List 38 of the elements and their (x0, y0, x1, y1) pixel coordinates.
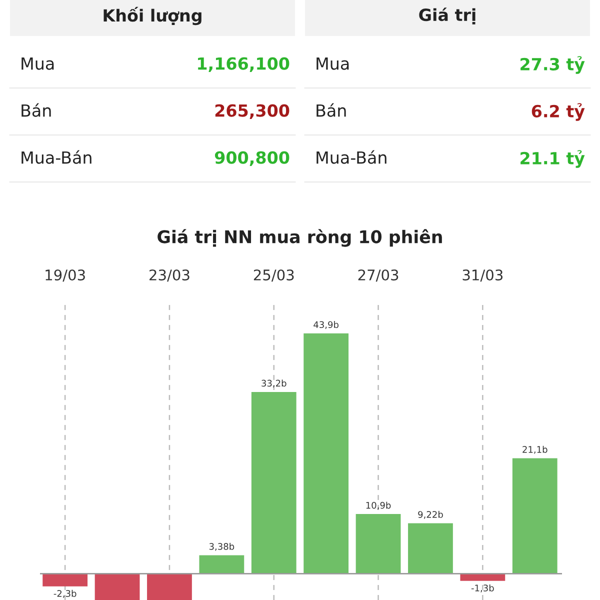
chart-title: Giá trị NN mua ròng 10 phiên (158, 229, 442, 247)
bar (356, 514, 401, 574)
bar (94, 574, 140, 600)
category-label: Mua (316, 57, 349, 70)
category-label: Bán (316, 103, 346, 117)
x-tick-label: 31/03 (462, 269, 503, 282)
data-label: 43,9b (314, 321, 338, 329)
text: 900,800 (214, 151, 290, 166)
category-label: Khối lượng (104, 6, 202, 26)
category-label: Mua (22, 57, 54, 70)
bar (42, 574, 88, 586)
x-tick-label: 23/03 (150, 269, 190, 282)
bar (251, 392, 296, 574)
bar (460, 574, 506, 581)
category-label: Giá trị (419, 8, 476, 24)
bar (304, 333, 349, 574)
text: 27.3 tỷ (520, 56, 585, 74)
x-tick-label: 25/03 (254, 269, 294, 282)
category-label: Mua-Bán (22, 150, 92, 164)
x-tick-label: 27/03 (358, 269, 398, 282)
text: 1,166,100 (198, 57, 290, 72)
text: 21.1 tỷ (520, 150, 585, 168)
data-label: -1,3b (471, 584, 494, 592)
bar (147, 574, 192, 600)
bar (512, 458, 558, 574)
data-label: 21,1b (522, 446, 548, 454)
data-label: 33,2b (262, 380, 286, 388)
data-label: 3,38b (209, 542, 234, 551)
x-tick-label: 19/03 (46, 269, 85, 282)
data-label: 10,9b (366, 502, 391, 510)
data-label: -2,3b (54, 590, 76, 598)
category-label: Mua-Bán (316, 150, 386, 164)
bar (199, 555, 244, 574)
bar (408, 523, 453, 574)
text: 265,300 (215, 104, 290, 119)
data-label: 9,22b (418, 510, 443, 519)
category-label: Bán (22, 103, 51, 117)
text: 6.2 tỷ (532, 103, 585, 121)
